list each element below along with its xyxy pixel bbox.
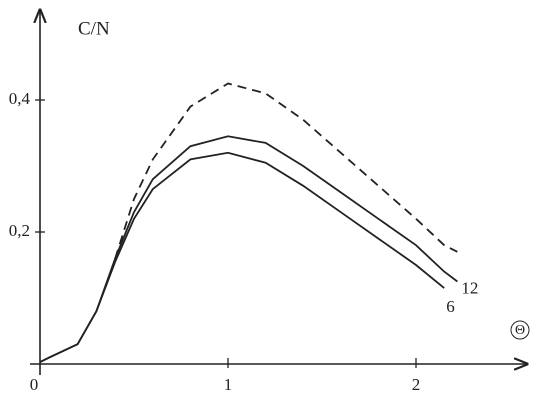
- x-tick-label: 0: [30, 375, 39, 394]
- y-tick-label: 0,2: [9, 221, 30, 240]
- x-axis-title: Θ: [515, 323, 525, 338]
- x-tick-label: 2: [412, 375, 421, 394]
- y-tick-label: 0,4: [9, 89, 31, 108]
- series-line: [39, 151, 445, 363]
- series-label: 12: [461, 278, 478, 297]
- x-axis-title-circle: [510, 320, 530, 340]
- y-axis-title: C/N: [78, 18, 110, 39]
- series-label: 6: [446, 297, 455, 316]
- series-line: [114, 82, 458, 259]
- x-tick-label: 1: [224, 375, 233, 394]
